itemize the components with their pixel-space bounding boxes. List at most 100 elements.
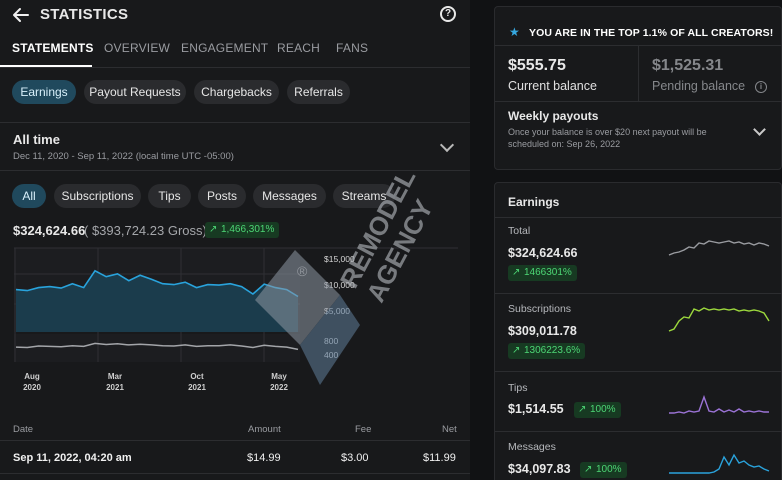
sparkline-path xyxy=(668,307,770,332)
row-label: Tips xyxy=(508,382,528,394)
x-tick-year: 2020 xyxy=(23,383,41,392)
divider xyxy=(0,170,470,171)
y-tick-label: $10,000 xyxy=(324,280,355,290)
x-tick-month: Oct xyxy=(190,372,204,381)
trend-up-icon: ↗ xyxy=(578,404,587,415)
info-icon[interactable]: i xyxy=(755,81,767,93)
period-range: Dec 11, 2020 - Sep 11, 2022 (local time … xyxy=(13,151,234,162)
tab-reach[interactable]: REACH xyxy=(277,41,321,55)
row-value: $34,097.83 xyxy=(508,462,571,476)
col-header-net: Net xyxy=(442,424,457,435)
divider xyxy=(0,122,470,123)
row-value: $324,624.66 xyxy=(508,246,578,260)
active-tab-indicator xyxy=(0,65,92,67)
statistics-panel: STATISTICS ? STATEMENTS OVERVIEW ENGAGEM… xyxy=(0,0,470,474)
tab-engagement[interactable]: ENGAGEMENT xyxy=(181,41,269,55)
row-amount: $14.99 xyxy=(247,452,281,464)
growth-badge: ↗ 1306223.6% xyxy=(508,343,586,359)
trend-up-icon: ↗ xyxy=(512,345,521,356)
growth-badge: ↗ 1,466,301% xyxy=(205,222,280,238)
statement-type-earnings[interactable]: Earnings xyxy=(12,80,76,104)
filter-messages[interactable]: Messages xyxy=(253,184,326,208)
summary-panel: ★ YOU ARE IN THE TOP 1.1% OF ALL CREATOR… xyxy=(494,0,782,480)
y-tick-label: $5,000 xyxy=(324,306,350,316)
growth-value: 1306223.6% xyxy=(524,345,581,356)
sparkline-path xyxy=(669,394,769,414)
x-tick-month: Aug xyxy=(24,372,40,381)
filter-tips[interactable]: Tips xyxy=(148,184,191,208)
row-value: $1,514.55 xyxy=(508,402,564,416)
filter-streams[interactable]: Streams xyxy=(333,184,395,208)
col-header-amount: Amount xyxy=(248,424,281,435)
growth-value: 100% xyxy=(596,464,622,475)
net-total: $324,624.66 xyxy=(13,223,86,238)
current-balance-value: $555.75 xyxy=(508,57,566,74)
row-date: Sep 11, 2022, 04:20 am xyxy=(13,452,132,464)
statement-type-referrals[interactable]: Referrals xyxy=(287,80,350,104)
gross-total: ( $393,724.23 Gross) xyxy=(84,223,207,238)
growth-value: 100% xyxy=(590,404,616,415)
balance-card: ★ YOU ARE IN THE TOP 1.1% OF ALL CREATOR… xyxy=(494,6,782,170)
divider xyxy=(638,45,639,101)
y-tick-label: 800 xyxy=(324,336,338,346)
x-tick-year: 2021 xyxy=(106,383,124,392)
chevron-down-icon xyxy=(439,137,455,153)
series-line-upper xyxy=(15,269,299,298)
row-fee: $3.00 xyxy=(341,452,369,464)
tab-fans[interactable]: FANS xyxy=(336,41,369,55)
tab-overview[interactable]: OVERVIEW xyxy=(104,41,171,55)
col-header-fee: Fee xyxy=(355,424,372,435)
sparkline xyxy=(669,394,769,414)
top-creators-banner: YOU ARE IN THE TOP 1.1% OF ALL CREATORS! xyxy=(529,27,774,39)
arrow-left-icon[interactable] xyxy=(12,6,30,24)
divider xyxy=(495,293,782,294)
growth-badge: ↗ 100% xyxy=(580,462,627,478)
y-tick-label: $15,000 xyxy=(324,254,355,264)
sparkline xyxy=(668,240,770,256)
current-balance-label: Current balance xyxy=(508,79,597,93)
divider xyxy=(495,431,782,432)
x-tick-month: May xyxy=(271,372,287,381)
divider xyxy=(495,217,782,218)
divider xyxy=(0,440,470,441)
series-line-lower xyxy=(15,342,299,351)
row-label: Subscriptions xyxy=(508,303,572,315)
weekly-payouts-note: Once your balance is over $20 next payou… xyxy=(508,127,707,149)
statement-type-chargebacks[interactable]: Chargebacks xyxy=(194,80,279,104)
filter-all[interactable]: All xyxy=(12,184,46,208)
star-icon: ★ xyxy=(509,25,520,39)
chevron-down-icon xyxy=(753,123,766,136)
statement-type-payout-requests[interactable]: Payout Requests xyxy=(84,80,186,104)
divider xyxy=(495,101,782,102)
pending-balance-value: $1,525.31 xyxy=(652,57,724,74)
trend-up-icon: ↗ xyxy=(209,224,218,235)
filter-posts[interactable]: Posts xyxy=(198,184,246,208)
row-net: $11.99 xyxy=(423,452,456,464)
lower-plot-area xyxy=(14,334,300,362)
question-circle-icon[interactable]: ? xyxy=(440,6,456,22)
filter-subscriptions[interactable]: Subscriptions xyxy=(54,184,141,208)
earnings-card-title: Earnings xyxy=(508,195,560,209)
top-bar: STATISTICS ? xyxy=(0,0,470,30)
sparkline xyxy=(669,453,770,474)
growth-badge: ↗ 1466301% xyxy=(508,265,577,281)
trend-up-icon: ↗ xyxy=(584,464,593,475)
x-tick-year: 2021 xyxy=(188,383,206,392)
series-area-fill xyxy=(16,270,298,332)
row-value: $309,011.78 xyxy=(508,324,577,338)
weekly-payouts-title: Weekly payouts xyxy=(508,109,599,123)
sparkline xyxy=(668,307,770,332)
pending-balance-label: Pending balance xyxy=(652,79,746,93)
growth-value: 1466301% xyxy=(524,267,572,278)
divider xyxy=(0,473,470,474)
earnings-chart[interactable]: $15,000 $10,000 $5,000 800 400 Aug 2020 Mar 2021… xyxy=(14,246,458,396)
x-tick-month: Mar xyxy=(108,372,122,381)
tab-statements[interactable]: STATEMENTS xyxy=(12,41,94,55)
row-label: Total xyxy=(508,225,531,237)
page-title: STATISTICS xyxy=(40,6,129,23)
growth-value: 1,466,301% xyxy=(221,224,275,235)
trend-up-icon: ↗ xyxy=(512,267,521,278)
period-title: All time xyxy=(13,132,60,147)
x-tick-year: 2022 xyxy=(270,383,288,392)
divider xyxy=(495,371,782,372)
